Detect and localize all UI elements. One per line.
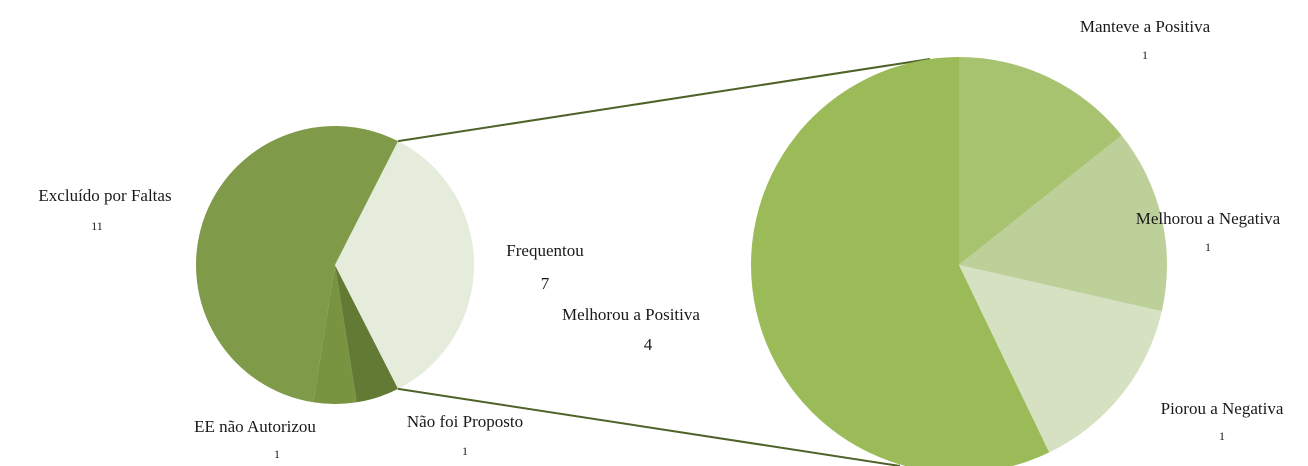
category-label: Manteve a Positiva bbox=[1080, 17, 1211, 36]
value-label: 1 bbox=[462, 444, 468, 458]
value-label: 1 bbox=[1142, 48, 1148, 62]
category-label: Não foi Proposto bbox=[407, 412, 523, 431]
value-label: 11 bbox=[91, 219, 103, 233]
connector-line bbox=[397, 58, 931, 143]
pie-slice bbox=[959, 57, 1122, 265]
value-label: 1 bbox=[1219, 429, 1225, 443]
value-label: 7 bbox=[541, 274, 550, 293]
pie-slice bbox=[195, 126, 399, 403]
category-label: Melhorou a Negativa bbox=[1136, 209, 1281, 228]
category-label: Excluído por Faltas bbox=[38, 186, 171, 205]
value-label: 1 bbox=[274, 447, 280, 461]
pie-slice bbox=[751, 57, 1050, 466]
pie-slice bbox=[959, 135, 1168, 312]
value-label: 1 bbox=[1205, 240, 1211, 254]
pie-slice bbox=[335, 141, 475, 389]
category-label: Piorou a Negativa bbox=[1161, 399, 1284, 418]
connector-line bbox=[397, 387, 901, 466]
category-label: EE não Autorizou bbox=[194, 417, 316, 436]
pie-slice bbox=[959, 265, 1162, 453]
pie-slice bbox=[335, 265, 399, 403]
pie-slice bbox=[313, 265, 357, 404]
category-label: Frequentou bbox=[506, 241, 584, 260]
category-label: Melhorou a Positiva bbox=[562, 305, 700, 324]
value-label: 4 bbox=[644, 335, 653, 354]
